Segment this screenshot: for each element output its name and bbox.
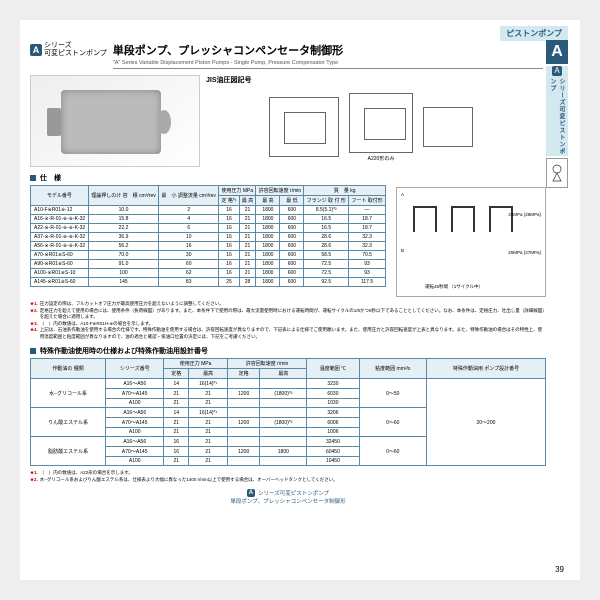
notes-2: ★1.（ ）内の数値は、A22形の場合を示します。★2.水−グリコール系およびり… — [30, 470, 546, 483]
side-tab: A シリーズ可変ピストンポンプ — [546, 66, 568, 156]
special-title: 特殊作動油使用時の仕様および特殊作動油用設計番号 — [40, 346, 208, 356]
series-letter: A — [546, 40, 568, 64]
notes-1: ★1.圧力設定の際は、フルカットオフ圧力が最高使用圧力を超えないように調整してく… — [30, 301, 546, 340]
page-number: 39 — [555, 565, 564, 574]
special-oil-table: 作動油の 種類 シリーズ番号 使用圧力 MPa 許容回転速度 r/min 温度範… — [30, 358, 546, 466]
page-title: 単段ポンプ、プレッシャコンペンセータ制御形 — [113, 42, 543, 58]
jis-symbols: A220形のみ — [206, 87, 536, 167]
pressure-diagram: 21MPa {28MPa} 20MPa {27MPa} 運転48秒間 （1サイク… — [396, 187, 546, 297]
spec-title: 仕 様 — [40, 173, 61, 183]
side-symbol — [546, 158, 568, 188]
series-small-label: シリーズ可変ピストンポンプ — [44, 42, 107, 58]
product-photo — [30, 75, 200, 167]
series-icon: A — [30, 44, 42, 56]
jis-title: JIS油圧図記号 — [206, 75, 536, 85]
spec-table: モデル番号 理論押しのけ 容 積 cm³/rev 最 小 調整流量 cm³/re… — [30, 185, 386, 287]
page-subtitle: "A" Series Variable Displacement Piston … — [113, 60, 543, 69]
footer: A シリーズ可変ピストンポンプ 単段ポンプ、プレッシャコンペンセータ制御形 — [30, 489, 546, 505]
header-category: ピストンポンプ — [500, 26, 568, 41]
